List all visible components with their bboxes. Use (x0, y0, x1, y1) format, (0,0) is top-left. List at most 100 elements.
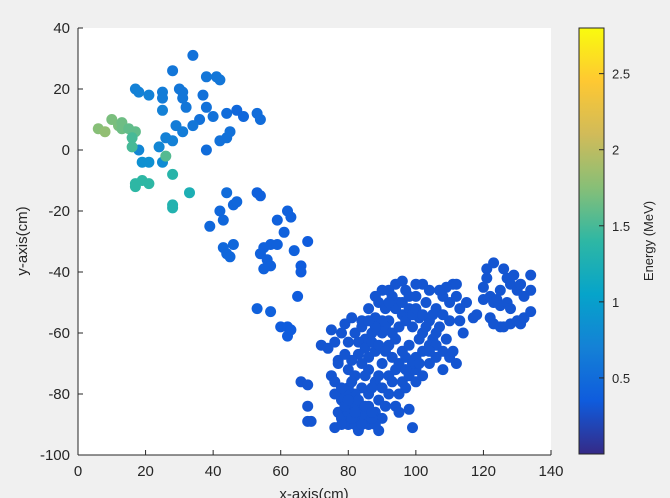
data-point (342, 394, 354, 406)
data-point (302, 379, 314, 391)
data-point (292, 290, 304, 302)
data-point (180, 101, 192, 113)
data-point (251, 303, 263, 315)
data-point (440, 333, 452, 345)
colorbar-tick-label: 2.5 (612, 67, 630, 82)
x-tick-label: 0 (74, 463, 82, 480)
data-point (126, 141, 138, 153)
data-point (400, 364, 412, 376)
data-point (325, 324, 337, 336)
data-point (187, 49, 199, 61)
colorbar (578, 27, 605, 455)
data-point (346, 354, 358, 366)
colorbar-tick-label: 1 (612, 295, 619, 310)
data-point (167, 202, 179, 214)
data-point (437, 309, 449, 321)
colorbar-tick-label: 2 (612, 143, 619, 158)
data-point (420, 321, 432, 333)
data-point (434, 284, 445, 296)
data-point (238, 111, 249, 122)
colorbar-tick-label: 0.5 (612, 371, 630, 386)
data-point (217, 214, 229, 226)
data-point (336, 327, 347, 339)
data-point (207, 111, 219, 122)
data-point (356, 358, 368, 369)
y-tick-label: 20 (53, 81, 70, 98)
x-tick-label: 20 (137, 463, 154, 480)
data-point (386, 376, 398, 388)
data-point (481, 272, 493, 284)
data-point (403, 339, 415, 351)
data-point (187, 120, 199, 132)
y-tick-label: 0 (62, 142, 70, 159)
data-point (224, 251, 236, 263)
data-point (278, 226, 290, 238)
data-point (336, 419, 347, 430)
x-tick-label: 140 (538, 463, 563, 480)
x-axis-label: x-axis(cm) (279, 486, 348, 498)
y-tick-label: -40 (48, 264, 70, 281)
data-point (254, 114, 266, 125)
data-point (221, 107, 233, 119)
data-point (430, 327, 442, 339)
x-tick-label: 100 (403, 463, 428, 480)
data-point (271, 239, 283, 250)
data-point (285, 211, 297, 223)
data-point (396, 275, 408, 287)
data-point (285, 324, 297, 336)
data-point (214, 135, 226, 147)
data-point (373, 370, 385, 382)
data-point (349, 406, 361, 418)
data-point (393, 406, 405, 418)
y-axis-label: y-axis(cm) (14, 206, 31, 275)
data-point (423, 345, 435, 357)
data-point (410, 278, 422, 290)
axes: 0 20 40 60 80 100 120 140 40 20 0 -20 -40 -60 -80 -100 (40, 20, 564, 480)
data-point (302, 400, 314, 412)
data-points (92, 49, 537, 437)
data-point (407, 422, 418, 434)
data-point (305, 415, 317, 427)
data-point (379, 400, 391, 412)
data-point (427, 309, 439, 321)
data-point (383, 297, 395, 308)
data-point (413, 358, 425, 369)
data-point (400, 382, 412, 394)
data-point (437, 364, 449, 376)
data-point (477, 281, 489, 293)
colorbar-ticks: 0.5 1 1.5 2 2.5 (599, 67, 630, 386)
data-point (471, 309, 483, 321)
data-point (525, 284, 537, 296)
data-point (271, 214, 283, 226)
data-point (288, 245, 300, 257)
data-point (417, 370, 429, 382)
data-point (133, 86, 145, 98)
data-point (254, 190, 266, 202)
data-point (265, 306, 277, 318)
data-point (197, 89, 209, 101)
data-point (461, 297, 472, 308)
data-point (359, 370, 371, 382)
x-tick-label: 80 (340, 463, 357, 480)
y-tick-label: 40 (53, 20, 70, 37)
data-point (153, 141, 165, 153)
data-point (356, 419, 368, 430)
data-point (224, 126, 236, 138)
data-point (184, 187, 195, 199)
data-point (450, 278, 462, 290)
data-point (450, 358, 462, 369)
data-point (369, 290, 381, 302)
data-point (160, 150, 172, 162)
data-point (342, 364, 354, 376)
y-tick-label: -20 (48, 203, 70, 220)
data-point (214, 205, 226, 217)
data-point (200, 101, 212, 113)
data-point (336, 382, 347, 394)
data-point (167, 168, 179, 180)
data-point (505, 303, 516, 315)
data-point (342, 336, 354, 348)
data-point (295, 266, 307, 278)
data-point (417, 309, 429, 321)
data-point (420, 297, 432, 308)
